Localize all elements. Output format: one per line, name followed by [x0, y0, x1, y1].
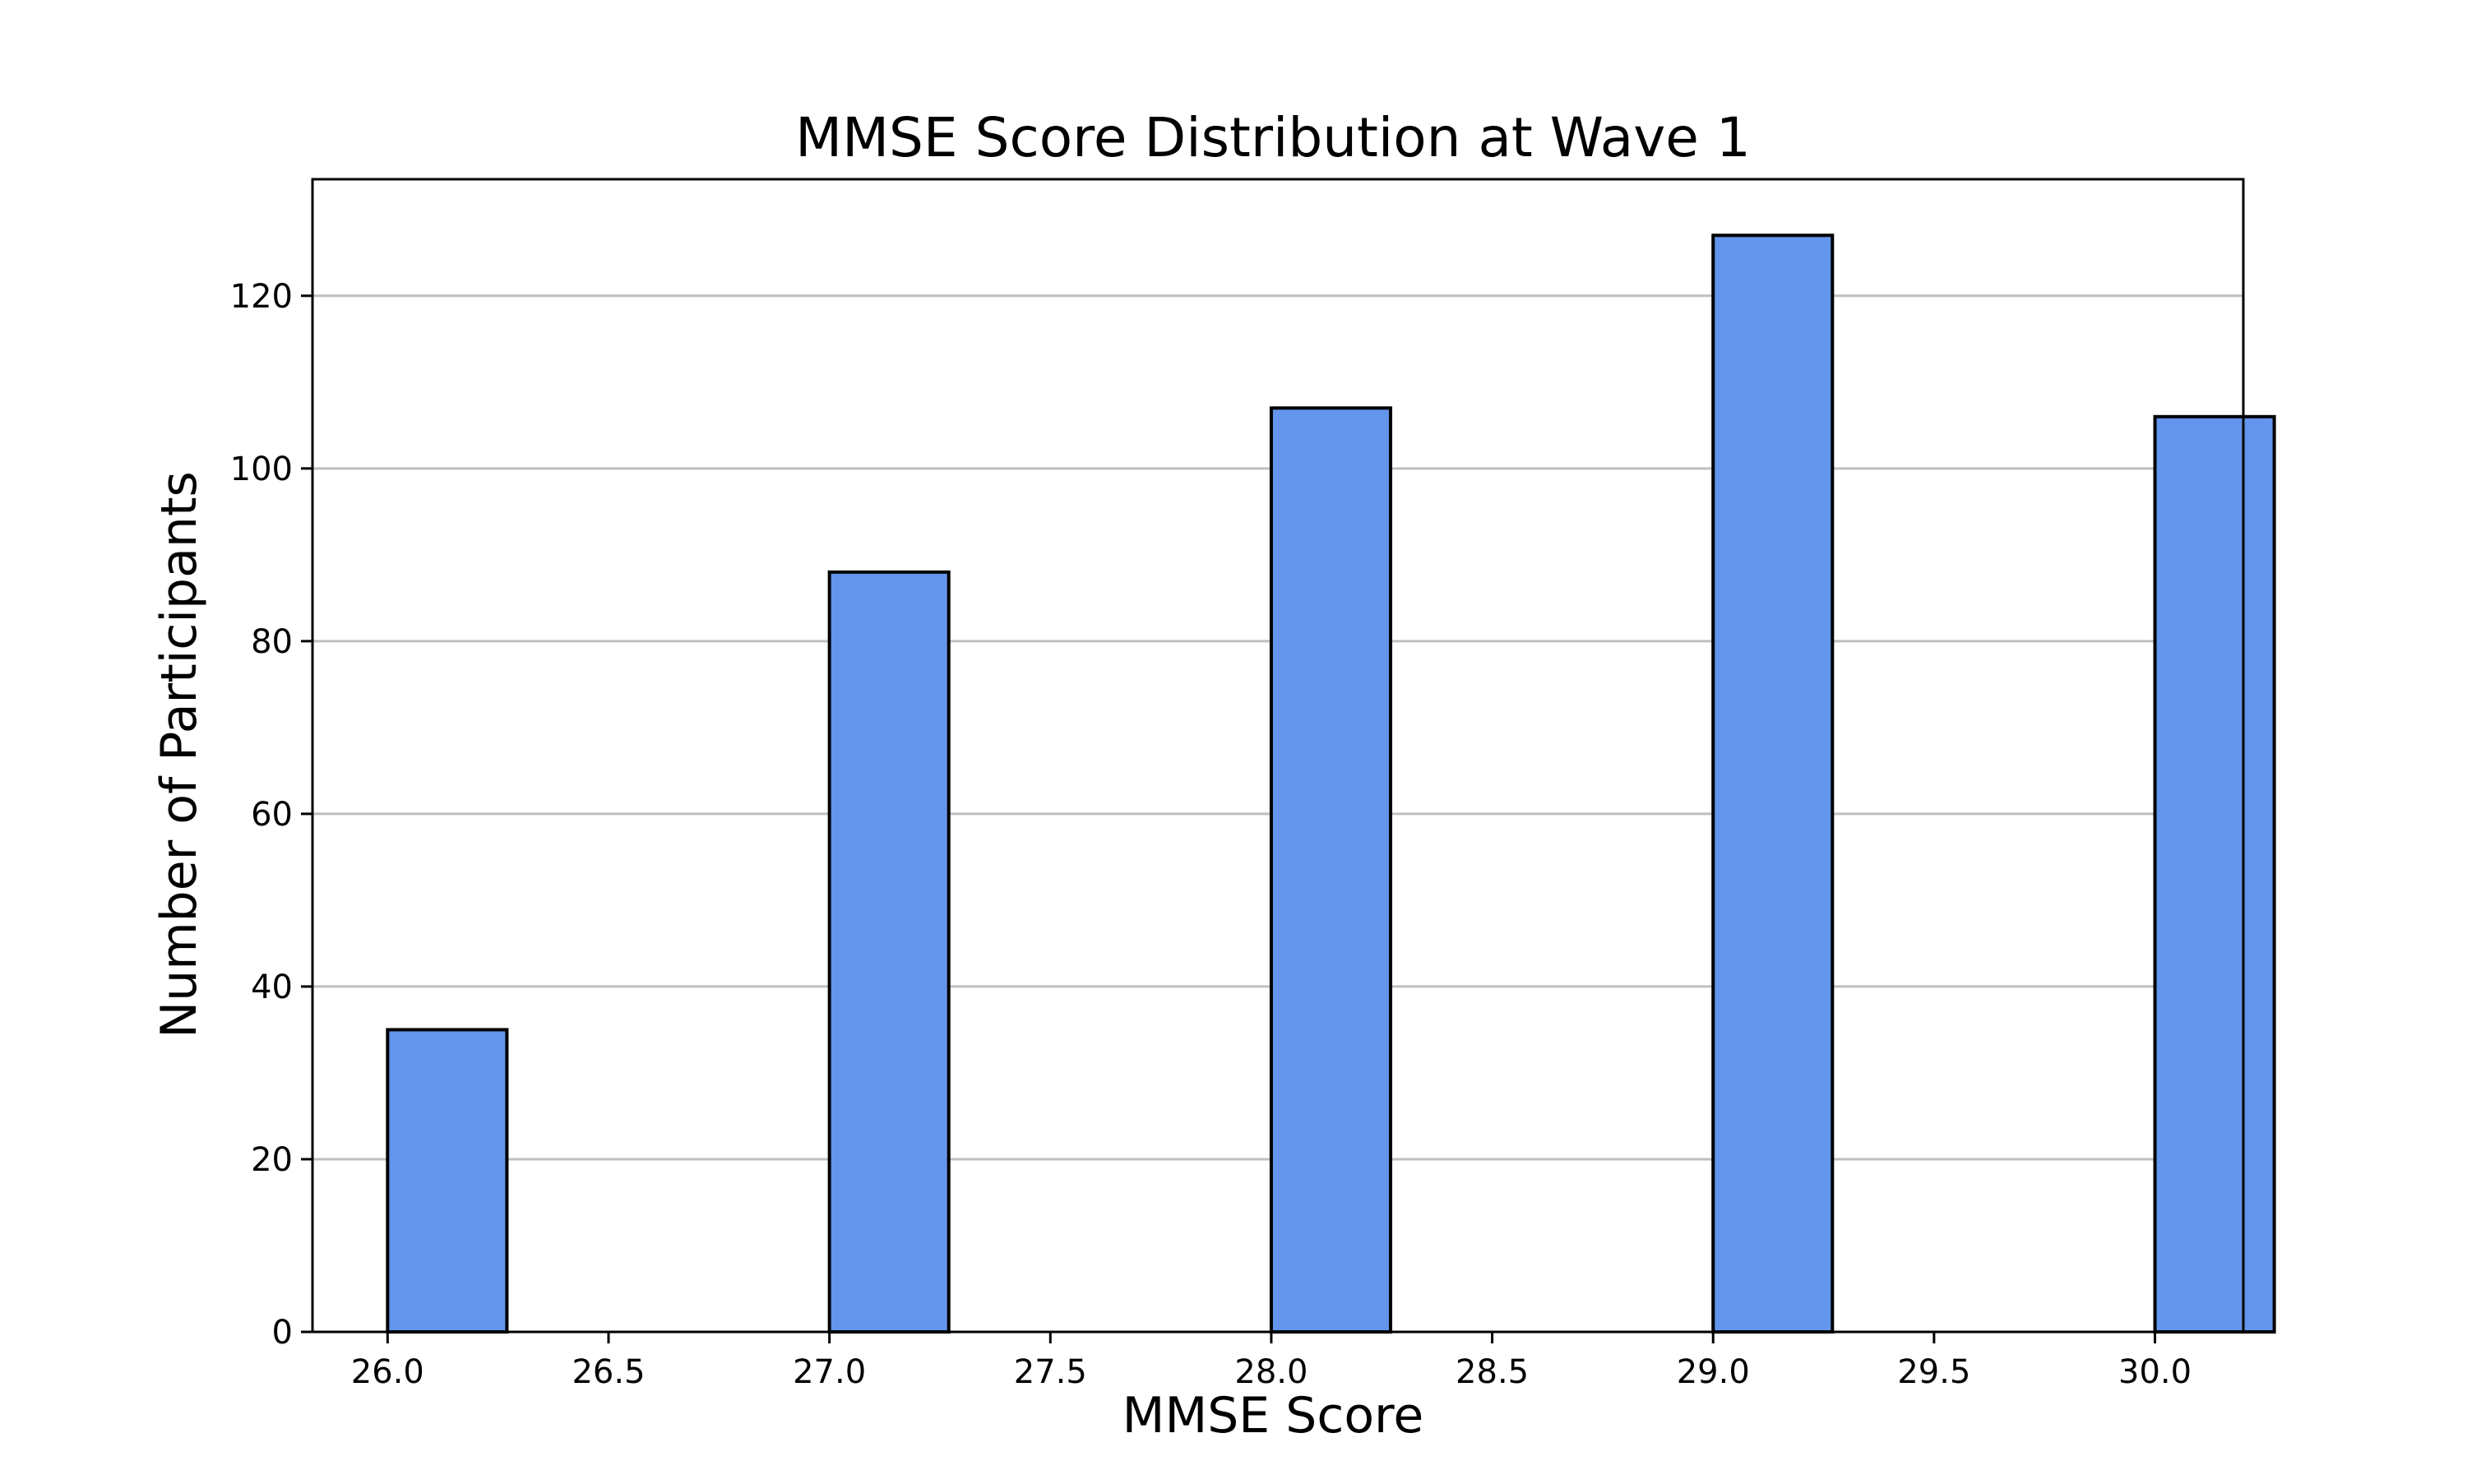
axes	[311, 178, 2245, 1334]
x-tick-label: 26.0	[351, 1353, 424, 1391]
bars	[386, 233, 2276, 1334]
y-tick-label: 40	[251, 969, 293, 1006]
bar-26	[386, 1028, 509, 1334]
x-tick-label: 26.5	[572, 1353, 645, 1391]
y-tick-label: 0	[272, 1314, 293, 1352]
x-tick-label: 29.0	[1677, 1353, 1750, 1391]
x-tick-label: 27.5	[1014, 1353, 1087, 1391]
y-tick-label: 60	[251, 796, 293, 834]
bar-30	[2153, 414, 2276, 1334]
y-ticks: 0 20 40 60 80 100 120	[230, 278, 312, 1352]
x-ticks: 26.0 26.5 27.0 27.5 28.0 28.5 29.0 29.5 30.0	[351, 1332, 2192, 1391]
x-tick-label: 27.0	[793, 1353, 866, 1391]
chart-title: MMSE Score Distribution at Wave 1	[795, 106, 1751, 169]
bar-29	[1711, 233, 1835, 1334]
x-tick-label: 28.5	[1456, 1353, 1529, 1391]
y-axis-title: Number of Participants	[150, 471, 208, 1038]
x-axis-title: MMSE Score	[1122, 1387, 1424, 1445]
y-tick-label: 100	[230, 451, 293, 488]
plot-frame	[311, 178, 2245, 1334]
y-tick-label: 120	[230, 278, 293, 316]
y-tick-label: 20	[251, 1141, 293, 1179]
x-tick-label: 29.5	[1897, 1353, 1970, 1391]
bar-28	[1269, 406, 1393, 1334]
bar-27	[827, 570, 951, 1334]
x-tick-label: 30.0	[2118, 1353, 2192, 1391]
x-tick-label: 28.0	[1234, 1353, 1308, 1391]
y-tick-label: 80	[251, 623, 293, 661]
